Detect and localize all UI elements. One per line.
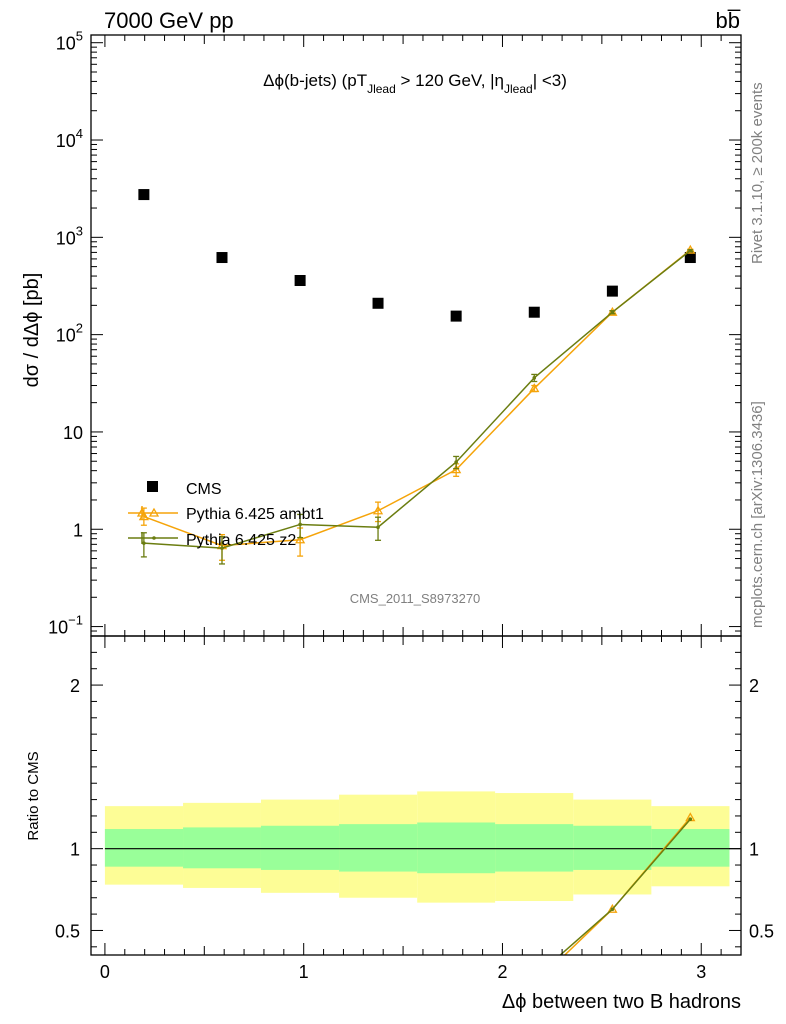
process-label: bb̅: [716, 8, 741, 33]
y-tick-label-3: 102: [56, 321, 83, 346]
data-point-2-5: [532, 376, 537, 380]
ratio-y-tick-label-right-2: 2: [749, 676, 759, 696]
y-tick-label-1: 1: [73, 520, 83, 540]
rivet-label: Rivet 3.1.10, ≥ 200k events: [749, 82, 766, 264]
band-green-0: [104, 829, 184, 867]
plot-title: Δϕ(b-jets) (pTJlead > 120 GeV, |ηJlead| …: [263, 71, 567, 96]
legend-marker-ambt1: [136, 507, 148, 517]
data-point-cms-0: [138, 189, 150, 201]
ratio-y-tick-label-right-1: 1: [749, 840, 759, 860]
y-tick-label-0: 10−1: [48, 613, 83, 638]
ratio-point-1-1: [610, 907, 615, 911]
data-point-cms-4: [450, 310, 462, 322]
y-tick-label-5: 104: [56, 126, 83, 151]
band-green-3: [339, 824, 418, 872]
data-point-1-6: [607, 306, 618, 316]
ratio-point-0-1: [607, 903, 618, 913]
ratio-y-tick-label-left-0: 0.5: [55, 921, 80, 941]
band-green-1: [183, 827, 261, 869]
data-point-2-3: [376, 525, 380, 529]
data-point-1-5: [529, 383, 540, 393]
data-point-1-2: [294, 534, 306, 544]
ratio-point-1-0: [532, 976, 536, 980]
y-tick-label-4: 103: [56, 223, 83, 248]
x-tick-label-1: 1: [299, 962, 309, 982]
legend-label-cms: CMS: [186, 481, 222, 498]
ratio-plot-data: [104, 791, 741, 987]
band-green-7: [651, 829, 730, 867]
legend-marker-ambt1-right: [148, 507, 160, 517]
x-tick-label-3: 3: [696, 962, 706, 982]
legend-marker-cms: [147, 481, 158, 492]
data-point-cms-5: [528, 306, 540, 318]
x-tick-label-0: 0: [100, 962, 110, 982]
legend: CMS Pythia 6.425 ambt1 Pythia 6.425 z2: [128, 481, 324, 549]
ratio-y-tick-label-left-2: 2: [70, 676, 80, 696]
analysis-watermark: CMS_2011_S8973270: [350, 591, 481, 606]
ratio-point-1-2: [688, 817, 693, 822]
band-green-2: [260, 825, 340, 870]
main-plot-data: [138, 189, 696, 565]
x-tick-label-2: 2: [497, 962, 507, 982]
ratio-point-0-0: [530, 980, 538, 987]
y-axis-label: dσ / dΔϕ [pb]: [21, 273, 43, 388]
main-plot-axes: 10−1 1 10 102 103 104 105: [48, 29, 742, 638]
data-point-cms-3: [372, 297, 384, 309]
band-green-5: [495, 824, 574, 872]
data-point-2-4: [454, 460, 458, 464]
ratio-plot-axes: 0.5 0.5 1 1 2 2 0 1 2 3: [55, 635, 774, 982]
ratio-y-axis-label: Ratio to CMS: [25, 751, 42, 840]
band-green-4: [417, 822, 496, 874]
mcplots-label: mcplots.cern.ch [arXiv:1306.3436]: [749, 401, 766, 628]
y-tick-label-6: 105: [56, 29, 83, 54]
legend-label-z2: Pythia 6.425 z2: [186, 532, 296, 549]
data-point-2-7: [688, 248, 693, 253]
data-point-2-6: [610, 310, 615, 315]
data-point-1-3: [372, 505, 384, 515]
ratio-y-tick-label-right-0: 0.5: [749, 921, 774, 941]
data-point-cms-6: [606, 285, 618, 297]
data-point-cms-2: [294, 275, 306, 287]
data-point-2-2: [298, 522, 302, 527]
legend-label-ambt1: Pythia 6.425 ambt1: [186, 506, 324, 523]
y-tick-label-2: 10: [63, 423, 83, 443]
energy-label: 7000 GeV pp: [104, 8, 234, 33]
ratio-y-tick-label-left-1: 1: [70, 840, 80, 860]
data-point-cms-7: [684, 252, 696, 264]
data-point-2-1: [220, 546, 224, 550]
data-point-2-0: [142, 541, 146, 545]
series-line-2: [143, 250, 691, 549]
data-point-cms-1: [216, 252, 228, 264]
ratio-plot-frame: [90, 635, 742, 956]
band-green-6: [573, 825, 652, 870]
x-axis-label: Δϕ between two B hadrons: [502, 991, 741, 1013]
legend-marker-z2: [152, 536, 156, 540]
